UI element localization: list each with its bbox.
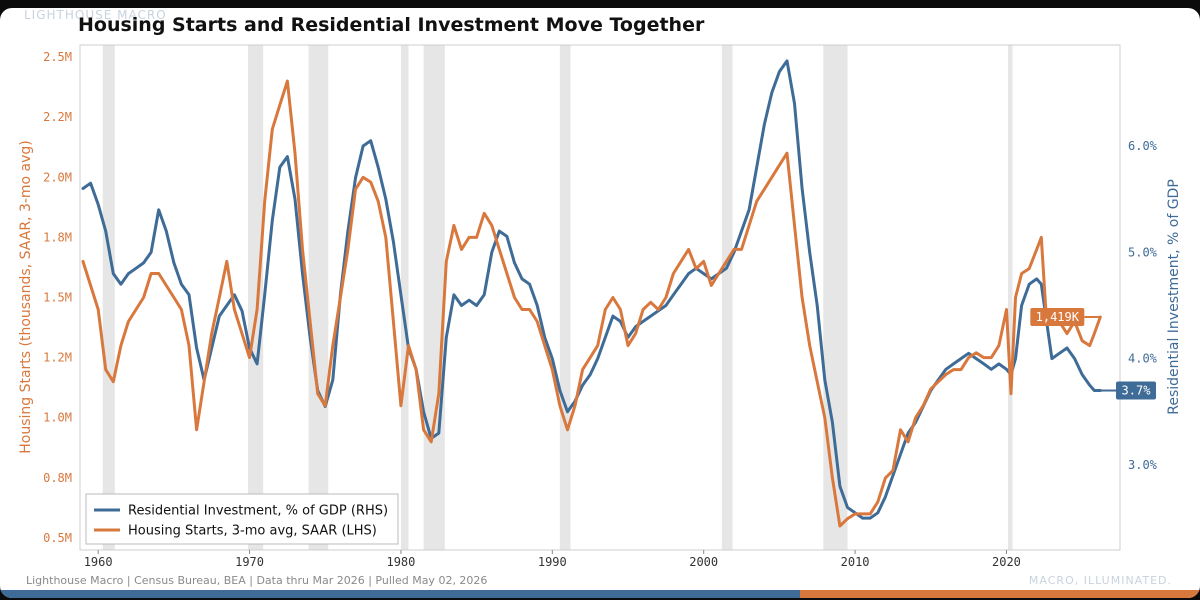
plot-frame bbox=[79, 44, 1121, 551]
left-tick-label: 1.5M bbox=[43, 291, 72, 305]
left-tick-label: 2.2M bbox=[43, 110, 72, 124]
chart-card: LIGHTHOUSE MACRO Housing Starts and Resi… bbox=[0, 8, 1200, 598]
footer-source: Lighthouse Macro | Census Bureau, BEA | … bbox=[26, 574, 488, 587]
recession-band bbox=[423, 45, 445, 550]
x-tick-label: 1960 bbox=[84, 555, 113, 569]
right-tick-label: 5.0% bbox=[1128, 245, 1158, 259]
right-axis-title: Residential Investment, % of GDP bbox=[1166, 179, 1182, 415]
legend-box bbox=[85, 493, 399, 545]
left-tick-label: 1.8M bbox=[43, 230, 72, 244]
footer-bar-orange bbox=[800, 590, 1200, 598]
left-tick-label: 1.0M bbox=[43, 411, 72, 425]
starts-end-label: 1,419K bbox=[1036, 310, 1080, 324]
recession-band bbox=[102, 45, 115, 550]
left-tick-label: 0.5M bbox=[43, 531, 72, 545]
legend-label-starts: Housing Starts, 3-mo avg, SAAR (LHS) bbox=[128, 524, 377, 539]
right-tick-label: 6.0% bbox=[1128, 139, 1158, 153]
recession-band bbox=[1007, 45, 1013, 550]
starts-end-badge bbox=[1030, 307, 1085, 326]
end-labels: 3.7% 1,419K bbox=[1030, 307, 1156, 400]
resinv-end-badge bbox=[1116, 381, 1156, 400]
x-tick-label: 2010 bbox=[841, 555, 870, 569]
recession-band bbox=[559, 45, 571, 550]
left-axis-title: Housing Starts (thousands, SAAR, 3-mo av… bbox=[18, 140, 34, 454]
brand-watermark: LIGHTHOUSE MACRO bbox=[24, 8, 167, 22]
recession-band bbox=[823, 45, 848, 550]
left-axis: 0.5M 0.8M 1.0M 1.2M 1.5M 1.8M 2.0M 2.2M 2.5M bbox=[43, 50, 72, 545]
chart-title: Housing Starts and Residential Investmen… bbox=[78, 14, 705, 36]
recession-band bbox=[400, 45, 409, 550]
x-tick-label: 1970 bbox=[235, 555, 264, 569]
x-tick-label: 1990 bbox=[538, 555, 567, 569]
x-tick-label: 2020 bbox=[992, 555, 1021, 569]
left-tick-label: 0.8M bbox=[43, 471, 72, 485]
legend: Residential Investment, % of GDP (RHS) H… bbox=[85, 493, 399, 545]
x-tick-label: 2000 bbox=[689, 555, 718, 569]
right-tick-label: 4.0% bbox=[1128, 352, 1158, 366]
resinv-end-label: 3.7% bbox=[1122, 384, 1152, 398]
left-tick-label: 1.2M bbox=[43, 351, 72, 365]
footer-tagline: MACRO, ILLUMINATED. bbox=[1028, 574, 1172, 587]
recession-band bbox=[308, 45, 329, 550]
x-tick-label: 1980 bbox=[386, 555, 415, 569]
legend-label-resinv: Residential Investment, % of GDP (RHS) bbox=[128, 504, 388, 519]
left-tick-label: 2.5M bbox=[43, 50, 72, 64]
right-tick-label: 3.0% bbox=[1128, 458, 1158, 472]
left-tick-label: 2.0M bbox=[43, 170, 72, 184]
recession-band bbox=[721, 45, 733, 550]
chart-svg: 0.5M 0.8M 1.0M 1.2M 1.5M 1.8M 2.0M 2.2M 2.5M 3.0… bbox=[18, 44, 1182, 569]
starts-line bbox=[81, 79, 1102, 528]
resinv-line bbox=[81, 59, 1102, 520]
recession-band bbox=[248, 45, 264, 550]
x-axis: 1960 1970 1980 1990 2000 2010 2020 bbox=[84, 550, 1021, 569]
recession-bands bbox=[102, 45, 1013, 550]
right-axis: 3.0% 4.0% 5.0% 6.0% bbox=[1128, 139, 1158, 472]
series-lines bbox=[81, 59, 1102, 528]
footer-bar-blue bbox=[0, 590, 800, 598]
